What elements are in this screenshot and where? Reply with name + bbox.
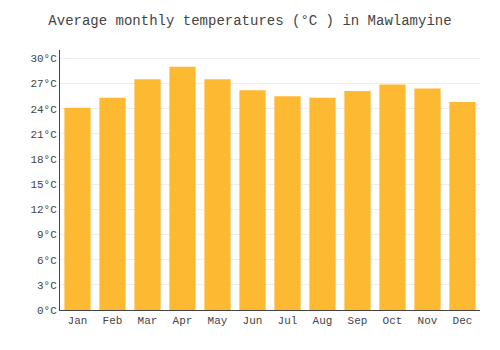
svg-text:27°C: 27°C xyxy=(30,78,57,90)
svg-text:Average monthly temperatures (: Average monthly temperatures (°C ) in Ma… xyxy=(48,13,451,29)
svg-text:9°C: 9°C xyxy=(37,229,57,241)
svg-text:Jan: Jan xyxy=(68,315,88,327)
svg-text:6°C: 6°C xyxy=(37,255,57,267)
svg-text:3°C: 3°C xyxy=(37,280,57,292)
svg-text:12°C: 12°C xyxy=(30,204,57,216)
svg-text:24°C: 24°C xyxy=(30,104,57,116)
svg-text:Jun: Jun xyxy=(243,315,263,327)
svg-text:Apr: Apr xyxy=(173,315,193,327)
svg-text:18°C: 18°C xyxy=(30,154,57,166)
svg-text:0°C: 0°C xyxy=(37,305,57,317)
svg-text:Dec: Dec xyxy=(453,315,473,327)
svg-text:21°C: 21°C xyxy=(30,129,57,141)
svg-text:Feb: Feb xyxy=(103,315,123,327)
svg-text:May: May xyxy=(208,315,228,327)
svg-text:30°C: 30°C xyxy=(30,53,57,65)
svg-text:Sep: Sep xyxy=(348,315,368,327)
svg-text:Mar: Mar xyxy=(138,315,158,327)
svg-text:15°C: 15°C xyxy=(30,179,57,191)
svg-text:Jul: Jul xyxy=(278,315,298,327)
svg-text:Aug: Aug xyxy=(313,315,333,327)
svg-text:Nov: Nov xyxy=(418,315,438,327)
svg-text:Oct: Oct xyxy=(383,315,403,327)
